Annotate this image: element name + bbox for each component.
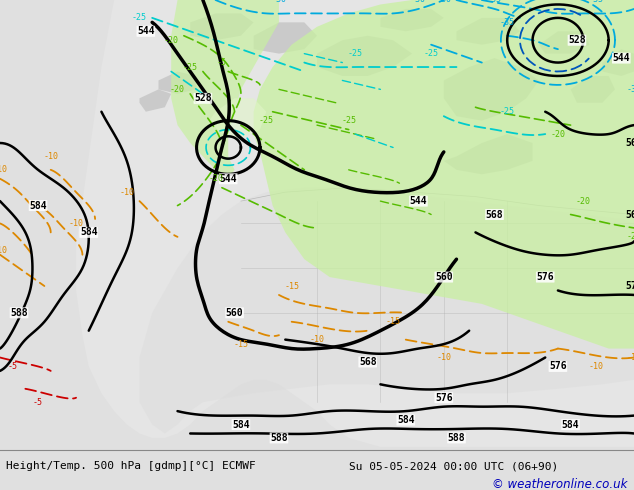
Text: -20: -20 bbox=[550, 129, 566, 139]
Text: -10: -10 bbox=[0, 246, 8, 255]
Text: 544: 544 bbox=[410, 196, 427, 206]
Polygon shape bbox=[76, 0, 634, 447]
Text: -35: -35 bbox=[588, 0, 604, 4]
Text: 568: 568 bbox=[486, 210, 503, 220]
Text: 568: 568 bbox=[625, 210, 634, 220]
Text: -10: -10 bbox=[68, 219, 84, 228]
Text: -5: -5 bbox=[33, 398, 43, 407]
Text: 588: 588 bbox=[270, 433, 288, 443]
Text: -10: -10 bbox=[43, 152, 58, 161]
Polygon shape bbox=[171, 0, 279, 179]
Polygon shape bbox=[190, 13, 254, 40]
Polygon shape bbox=[444, 58, 539, 121]
Text: -15: -15 bbox=[284, 281, 299, 291]
Text: 528: 528 bbox=[568, 35, 586, 45]
Text: -25: -25 bbox=[259, 116, 274, 125]
Polygon shape bbox=[209, 98, 266, 139]
Text: -15: -15 bbox=[385, 317, 401, 326]
Polygon shape bbox=[456, 18, 520, 45]
Text: 528: 528 bbox=[194, 93, 212, 103]
Text: 588: 588 bbox=[448, 433, 465, 443]
Text: -20: -20 bbox=[164, 36, 179, 45]
Polygon shape bbox=[139, 188, 634, 434]
Text: -25: -25 bbox=[424, 49, 439, 58]
Text: 588: 588 bbox=[10, 308, 28, 318]
Polygon shape bbox=[602, 49, 634, 76]
Polygon shape bbox=[571, 76, 615, 103]
Text: -25: -25 bbox=[347, 49, 363, 58]
Text: 576: 576 bbox=[536, 272, 554, 282]
Text: 576: 576 bbox=[435, 392, 453, 403]
Text: © weatheronline.co.uk: © weatheronline.co.uk bbox=[492, 478, 628, 490]
Polygon shape bbox=[158, 72, 197, 94]
Text: -30: -30 bbox=[271, 0, 287, 4]
Text: -10: -10 bbox=[309, 335, 325, 344]
Text: -10: -10 bbox=[436, 353, 451, 362]
Text: 560: 560 bbox=[625, 138, 634, 148]
Text: -20: -20 bbox=[208, 174, 223, 183]
Text: -30: -30 bbox=[411, 0, 426, 4]
Text: -10: -10 bbox=[588, 362, 604, 371]
Text: -5: -5 bbox=[8, 362, 18, 371]
Text: 576: 576 bbox=[625, 281, 634, 291]
Polygon shape bbox=[380, 9, 444, 31]
Text: 584: 584 bbox=[80, 227, 98, 237]
Polygon shape bbox=[317, 36, 412, 76]
Text: -20: -20 bbox=[626, 232, 634, 242]
Text: -20: -20 bbox=[576, 196, 591, 206]
Text: -25: -25 bbox=[500, 107, 515, 116]
Polygon shape bbox=[254, 23, 317, 53]
Text: -25: -25 bbox=[183, 63, 198, 72]
Text: Height/Temp. 500 hPa [gdmp][°C] ECMWF: Height/Temp. 500 hPa [gdmp][°C] ECMWF bbox=[6, 461, 256, 471]
Text: 568: 568 bbox=[359, 357, 377, 367]
Text: -20: -20 bbox=[170, 85, 185, 94]
Text: 560: 560 bbox=[435, 272, 453, 282]
Polygon shape bbox=[444, 134, 533, 174]
Text: 584: 584 bbox=[232, 419, 250, 430]
Polygon shape bbox=[139, 89, 171, 112]
Text: 544: 544 bbox=[612, 53, 630, 63]
Text: -15: -15 bbox=[233, 340, 249, 348]
Text: -25: -25 bbox=[341, 116, 356, 125]
Text: -30: -30 bbox=[436, 0, 451, 4]
Text: 560: 560 bbox=[226, 308, 243, 318]
Text: -5: -5 bbox=[217, 58, 227, 67]
Text: -10: -10 bbox=[119, 188, 134, 196]
Text: -10: -10 bbox=[626, 353, 634, 362]
Text: -10: -10 bbox=[0, 165, 8, 174]
Text: 544: 544 bbox=[219, 174, 237, 184]
Text: -25: -25 bbox=[132, 13, 147, 23]
Text: 584: 584 bbox=[397, 415, 415, 425]
Text: Su 05-05-2024 00:00 UTC (06+90): Su 05-05-2024 00:00 UTC (06+90) bbox=[349, 461, 558, 471]
Polygon shape bbox=[539, 31, 590, 53]
Text: 584: 584 bbox=[562, 419, 579, 430]
Polygon shape bbox=[254, 0, 634, 348]
Text: -35: -35 bbox=[487, 0, 502, 4]
Text: 584: 584 bbox=[29, 200, 47, 211]
Text: -35: -35 bbox=[500, 18, 515, 27]
Text: 576: 576 bbox=[549, 362, 567, 371]
Text: -30: -30 bbox=[626, 85, 634, 94]
Text: 544: 544 bbox=[137, 26, 155, 36]
